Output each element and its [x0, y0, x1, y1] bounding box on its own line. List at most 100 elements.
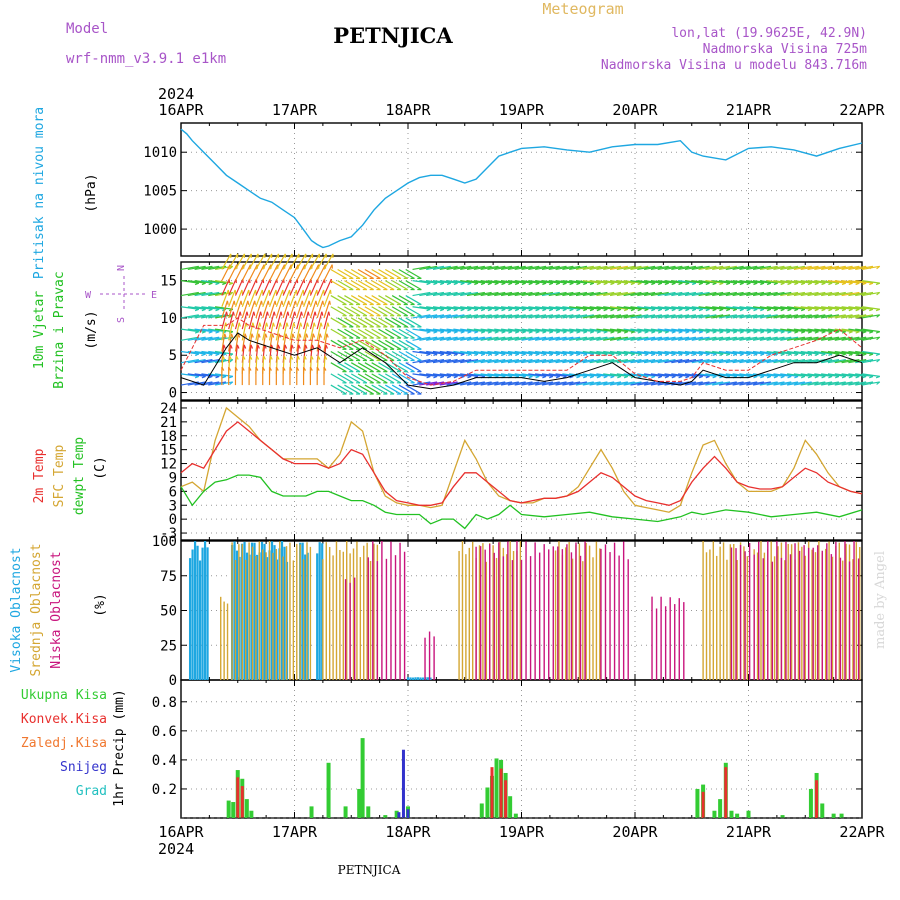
wind-barb	[309, 300, 317, 319]
wind-barb	[500, 373, 519, 377]
wind-barb	[800, 381, 819, 386]
wind-barb	[228, 300, 235, 319]
wind-barb	[473, 381, 492, 386]
wind-barb	[194, 306, 213, 310]
wind-barb	[507, 280, 526, 284]
wind-speed-line	[180, 332, 863, 390]
wind-barb-head	[671, 353, 676, 356]
wind-barb	[528, 328, 547, 333]
wind-barb	[466, 306, 485, 310]
wind-barb	[569, 336, 588, 341]
wind-barb-head	[325, 344, 328, 349]
wind-barb-head	[433, 282, 438, 286]
wind-barb	[521, 381, 540, 386]
wind-barb	[494, 328, 513, 333]
wind-barb	[507, 336, 526, 341]
wind-barb	[623, 358, 642, 364]
wind-barb	[521, 350, 540, 355]
wind-barb	[678, 358, 696, 364]
wind-barb-head	[316, 366, 320, 371]
wind-barb	[453, 306, 472, 310]
wind-barb	[221, 289, 229, 307]
wind-barb	[180, 265, 199, 271]
wind-barb	[514, 336, 533, 341]
wind-barb-head	[760, 282, 765, 286]
wind-barb	[439, 373, 458, 377]
wind-barb	[807, 328, 826, 333]
date-label-bottom: 18APR	[385, 823, 431, 841]
wind-barb	[398, 328, 415, 339]
wind-barb-head	[841, 282, 846, 286]
date-label-top: 18APR	[385, 101, 431, 119]
wind-barb-head	[773, 375, 778, 379]
wind-barb	[466, 381, 485, 386]
wind-barb-head	[303, 355, 307, 360]
wind-barb-head	[277, 344, 281, 349]
wind-barb-head	[262, 366, 266, 371]
wind-barb	[718, 373, 737, 377]
wind-barb	[432, 358, 451, 364]
wind-barb-head	[814, 331, 819, 334]
wind-barb-head	[780, 331, 785, 334]
wind-barb	[603, 306, 622, 310]
wind-barb	[691, 336, 710, 341]
wind-barb	[609, 291, 628, 297]
wind-barb	[275, 264, 286, 281]
wind-barb	[371, 306, 388, 317]
wind-barb	[289, 289, 297, 307]
wind-barb-head	[234, 289, 237, 294]
wind-barb-head	[698, 282, 703, 286]
wind-barb	[582, 291, 601, 297]
wind-barb	[473, 336, 492, 341]
wind-barb	[555, 291, 574, 297]
wind-barb	[289, 278, 298, 296]
wind-barb	[739, 265, 758, 271]
wind-barb	[500, 328, 519, 333]
wind-barb	[752, 291, 771, 297]
wind-barb-head	[282, 366, 286, 371]
wind-barb	[657, 358, 676, 364]
wind-barb	[234, 264, 245, 281]
wind-barb	[201, 358, 220, 364]
year-top: 2024	[158, 85, 194, 103]
wind-barb	[412, 373, 431, 377]
wind-barb	[569, 280, 588, 284]
precip-ylabel: 1hr Precip (mm)	[112, 689, 127, 806]
wind-barb	[494, 291, 513, 297]
wind-barb	[398, 350, 415, 362]
wind-barb	[821, 350, 840, 355]
wind-barb	[371, 280, 388, 291]
wind-barb	[180, 328, 199, 333]
wind-barb-head	[240, 300, 243, 305]
wind-barb	[241, 300, 249, 319]
wind-barb-head	[630, 282, 635, 286]
wind-barb-head	[248, 289, 250, 294]
wind-barb-head	[446, 308, 452, 312]
wind-barb-head	[299, 322, 303, 327]
wind-barb	[643, 291, 662, 297]
wind-barb-head	[875, 282, 881, 286]
wind-barb	[848, 350, 867, 355]
wind-barb-head	[229, 344, 233, 349]
wind-barb	[691, 306, 710, 310]
wind-barb	[480, 350, 499, 355]
wind-barb	[453, 358, 472, 364]
y-tick-label: 1005	[143, 184, 177, 200]
wind-barb-head	[446, 331, 452, 334]
wind-barb-head	[291, 344, 294, 349]
wind-barb-head	[215, 353, 220, 356]
wind-barb	[650, 291, 669, 297]
y-tick-label: -3	[160, 526, 177, 542]
wind-barb	[426, 373, 445, 377]
wind-barb-head	[603, 308, 608, 312]
wind-barb	[637, 280, 656, 284]
pressure-panel: Pritisak na nivou mora (hPa) 10001005101…	[32, 107, 863, 279]
legend-conv-rain: Konvek.Kisa	[21, 712, 107, 727]
wind-barb-head	[215, 282, 220, 286]
wind-barb-head	[562, 353, 567, 356]
wind-barb	[657, 373, 676, 377]
wind-barb	[657, 314, 676, 319]
wind-barb	[712, 291, 731, 297]
wind-barb	[671, 280, 690, 284]
wind-barb	[309, 333, 314, 352]
